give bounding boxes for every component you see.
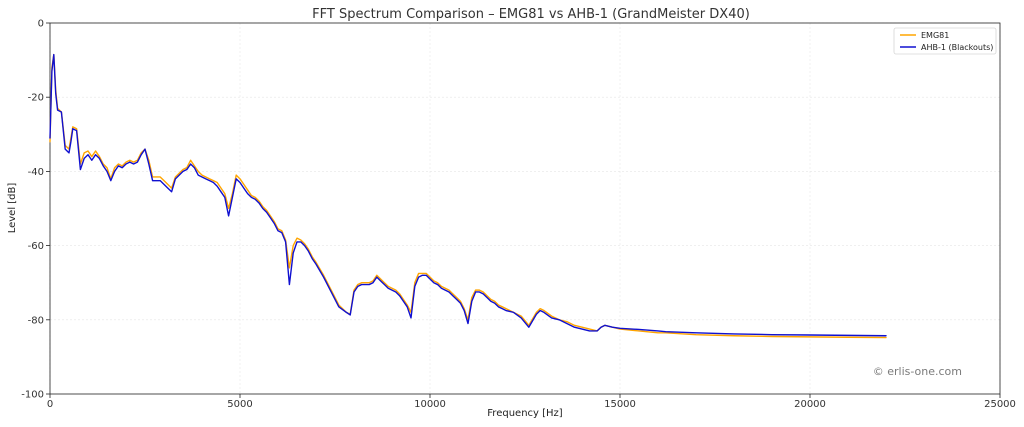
y-axis-title: Level [dB] [7,183,18,234]
y-tick-label: -60 [28,241,44,252]
y-tick-label: -80 [28,315,44,326]
x-tick-label: 10000 [414,399,446,410]
legend-label-emg81: EMG81 [921,31,949,40]
x-tick-label: 25000 [984,399,1016,410]
series-layer [49,53,887,339]
watermark: © erlis-one.com [873,365,962,378]
plot-frame [49,22,1001,395]
ahb1-line [49,53,887,337]
y-tick-label: -100 [21,390,44,401]
legend: EMG81 AHB-1 (Blackouts) [893,27,997,55]
ticks-layer: 0 5000 10000 15000 20000 25000 0 -20 -40 -60 -80 -1… [21,19,1016,411]
grid-layer [49,22,1001,395]
y-tick-label: -40 [28,167,44,178]
x-tick-label: 15000 [604,399,636,410]
emg81-line [49,53,887,339]
legend-box [893,27,997,55]
x-axis-title: Frequency [Hz] [487,408,563,419]
chart-title: FFT Spectrum Comparison – EMG81 vs AHB-1… [312,7,750,22]
y-tick-label: 0 [38,19,44,30]
legend-label-ahb1: AHB-1 (Blackouts) [921,43,993,52]
x-tick-label: 0 [47,399,53,410]
x-tick-label: 20000 [794,399,826,410]
y-tick-label: -20 [28,93,44,104]
x-tick-label: 5000 [227,399,252,410]
